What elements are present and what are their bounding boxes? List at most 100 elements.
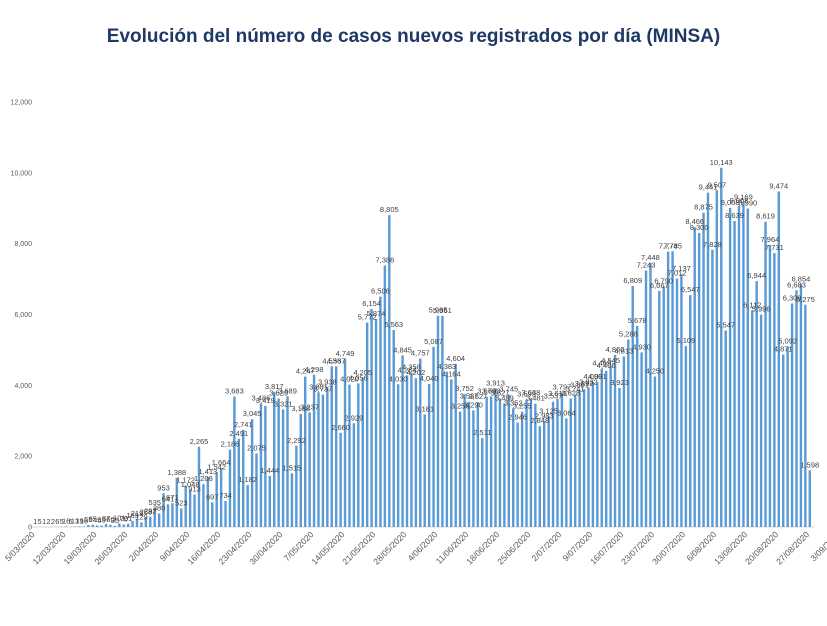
bar <box>259 403 263 527</box>
bar <box>379 296 382 527</box>
data-label: 3,741 <box>566 385 585 394</box>
bar <box>171 503 174 527</box>
bar <box>290 473 294 527</box>
bar <box>410 372 413 527</box>
data-label: 3,628 <box>561 389 580 398</box>
data-label: 8,619 <box>756 212 775 221</box>
data-label: 3,045 <box>243 409 262 418</box>
data-label: 3,923 <box>610 378 629 387</box>
data-label: 1,388 <box>167 468 186 477</box>
data-label: 4,090 <box>584 372 603 381</box>
data-label: 292 <box>144 507 157 516</box>
bar <box>680 274 683 527</box>
bar <box>613 354 617 528</box>
bar <box>618 388 621 527</box>
data-label: 8,805 <box>380 205 399 214</box>
bar <box>104 523 108 527</box>
bar <box>573 394 577 527</box>
bar <box>78 526 81 527</box>
bar <box>100 525 103 527</box>
data-label: 4,749 <box>336 349 355 358</box>
data-label: 3,181 <box>415 404 434 413</box>
data-label: 1,664 <box>212 458 231 467</box>
x-tick-label: 26/03/2020 <box>92 529 129 566</box>
data-label: 697 <box>206 492 219 501</box>
data-label: 8,990 <box>738 199 757 208</box>
data-label: 4,604 <box>446 354 465 363</box>
data-label: 641 <box>162 494 175 503</box>
bar <box>551 401 555 527</box>
bar <box>666 251 670 528</box>
data-label: 4,202 <box>406 368 425 377</box>
bar <box>215 472 218 527</box>
data-label: 3,613 <box>548 389 567 398</box>
data-label: 7,448 <box>641 253 660 262</box>
data-label: 1,413 <box>198 467 217 476</box>
bar <box>569 398 572 527</box>
bar <box>330 366 333 527</box>
bar <box>512 408 515 527</box>
bar <box>131 521 134 527</box>
data-label: 9,008 <box>721 198 740 207</box>
data-label: 5 <box>60 517 64 526</box>
bar <box>782 354 785 527</box>
data-label: 4,358 <box>402 363 421 372</box>
bar <box>543 421 546 527</box>
bar <box>795 290 798 527</box>
bar <box>219 468 223 527</box>
bar <box>702 212 705 527</box>
bar <box>357 383 360 527</box>
bar <box>728 207 732 527</box>
bar <box>503 403 506 527</box>
data-label: 2,983 <box>535 411 554 420</box>
data-label: 5,961 <box>433 306 452 315</box>
bar <box>405 375 409 527</box>
bar <box>118 523 121 527</box>
data-label: 60 <box>106 515 114 524</box>
data-label: 3,817 <box>265 382 284 391</box>
bar <box>228 449 232 527</box>
data-label: 4,383 <box>437 362 456 371</box>
bar <box>759 314 763 527</box>
data-label: 5,772 <box>358 313 377 322</box>
data-label: 5,563 <box>384 320 403 329</box>
bar <box>162 493 165 527</box>
bar <box>450 379 453 527</box>
bar <box>538 426 542 527</box>
bar <box>423 414 426 527</box>
data-label: 1,182 <box>238 475 257 484</box>
data-label: 5,547 <box>716 321 735 330</box>
data-label: 3,188 <box>291 404 310 413</box>
bar <box>804 304 807 527</box>
data-label: 7,731 <box>765 243 784 252</box>
data-label: 3,938 <box>318 378 337 387</box>
bar <box>113 525 117 527</box>
x-tick-label: 28/05/2020 <box>371 529 408 566</box>
bar <box>631 285 634 527</box>
data-label: 101 <box>113 513 126 522</box>
bar <box>317 392 320 527</box>
y-tick-label: 12,000 <box>11 100 33 107</box>
data-label: 734 <box>219 491 232 500</box>
data-label: 4,469 <box>592 359 611 368</box>
bar <box>441 315 444 527</box>
data-label: 3,481 <box>526 394 545 403</box>
bar <box>786 346 789 527</box>
bar <box>242 429 245 527</box>
data-label: 2,929 <box>344 413 363 422</box>
data-label: 671 <box>166 493 179 502</box>
bar <box>489 396 493 527</box>
data-label: 6,944 <box>747 271 766 280</box>
data-label: 1 <box>42 517 46 526</box>
data-label: 4,205 <box>353 368 372 377</box>
bar <box>396 384 400 527</box>
y-tick-label: 8,000 <box>14 241 32 248</box>
data-label: 3,689 <box>278 386 297 395</box>
x-tick-label: 2/04/2020 <box>127 529 161 563</box>
data-label: 7,828 <box>703 240 722 249</box>
data-label: 3,290 <box>464 400 483 409</box>
data-label: 13 <box>71 517 79 526</box>
bar <box>742 202 745 527</box>
data-label: 7,774 <box>659 242 678 251</box>
data-label: 4,091 <box>588 372 607 381</box>
